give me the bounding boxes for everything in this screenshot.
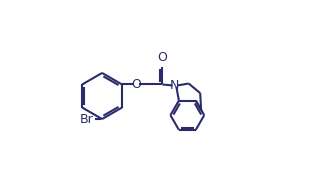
Text: O: O [158,51,167,64]
Text: N: N [170,79,180,92]
Text: O: O [132,78,141,91]
Text: Br: Br [80,113,93,126]
